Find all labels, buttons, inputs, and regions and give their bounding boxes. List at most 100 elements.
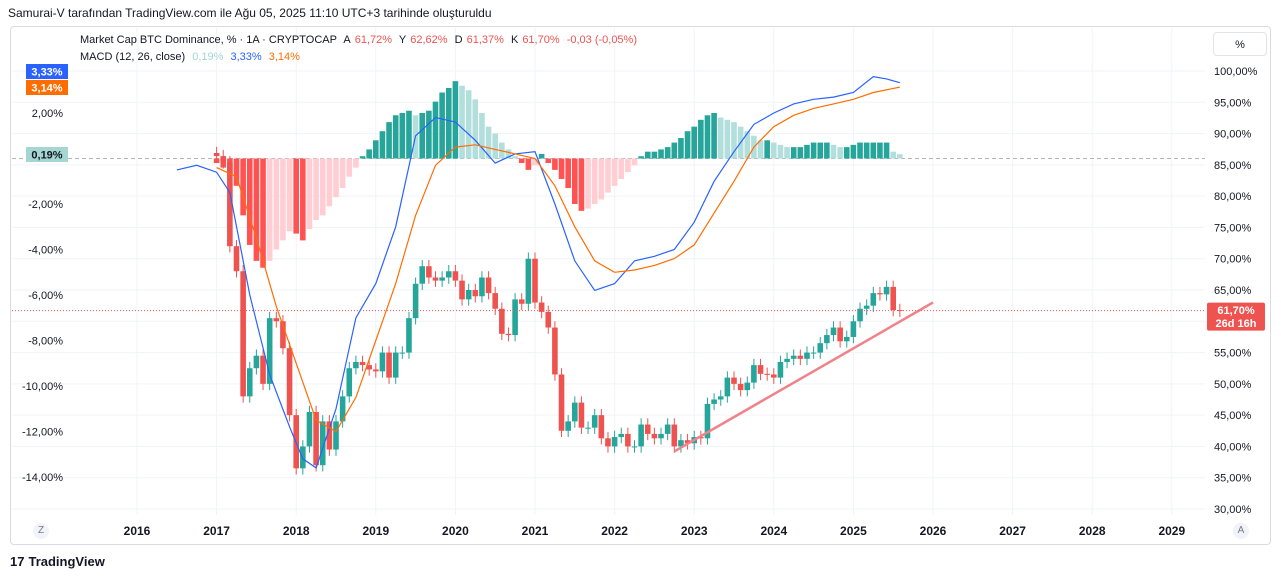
candle-body: [598, 415, 605, 439]
candle-body: [432, 277, 439, 281]
candle-body: [611, 437, 618, 447]
candle-body: [392, 352, 399, 378]
macd-legend: MACD (12, 26, close) 0,19% 3,33% 3,14%: [80, 51, 304, 63]
histogram-bar: [625, 158, 631, 173]
macd-tick-label: -2,00%: [28, 199, 63, 211]
histogram-bar: [565, 158, 571, 189]
candle-body: [465, 290, 472, 300]
x-tick-label: 2019: [362, 524, 389, 538]
histogram-bar: [757, 140, 764, 159]
price-tick-label: 40,00%: [1214, 441, 1252, 453]
price-tick-label: 70,00%: [1214, 254, 1252, 266]
histogram-bar: [280, 158, 286, 241]
percent-scale-button[interactable]: %: [1213, 32, 1267, 56]
x-tick-label: 2025: [840, 524, 867, 538]
histogram-bar: [777, 144, 784, 159]
candle-body: [744, 382, 751, 391]
histogram-bar: [492, 133, 498, 159]
candle-body: [883, 286, 890, 295]
macd-tick-label: 2,00%: [32, 108, 63, 120]
candle-body: [379, 352, 386, 372]
x-tick-label: 2016: [124, 524, 151, 538]
auto-scale-button[interactable]: A: [1233, 523, 1249, 539]
x-tick-label: 2023: [681, 524, 708, 538]
histogram-bar: [890, 151, 896, 159]
last-price-value: 61,70%: [1217, 305, 1255, 317]
histogram-bar: [618, 158, 625, 179]
histogram-bar: [572, 158, 578, 204]
histogram-bar: [784, 147, 790, 159]
histogram-bar: [711, 113, 717, 159]
histogram-bar: [863, 142, 870, 159]
histogram-bar: [353, 158, 359, 168]
timezone-button[interactable]: Z: [33, 523, 49, 539]
price-tick-label: 55,00%: [1214, 348, 1252, 360]
candle-body: [591, 415, 598, 428]
candle-body: [552, 327, 558, 375]
histogram-bar: [558, 158, 565, 179]
x-tick-label: 2026: [920, 524, 947, 538]
support-trendline: [673, 301, 934, 453]
price-tick-label: 65,00%: [1214, 285, 1252, 297]
candle-body: [757, 365, 764, 374]
histogram-bar: [658, 149, 664, 159]
candle-body: [512, 299, 518, 336]
tradingview-mark-icon: 17: [10, 554, 25, 569]
histogram-bar: [897, 154, 903, 159]
candle-body: [890, 286, 896, 311]
macd-legend-name[interactable]: MACD (12, 26, close): [80, 51, 186, 63]
candle-body: [286, 348, 293, 416]
svg-text:3,14%: 3,14%: [31, 83, 62, 95]
legend-low: 61,37%: [466, 34, 504, 46]
histogram-bar: [651, 151, 658, 159]
histogram-bar: [373, 140, 379, 159]
candle-body: [790, 355, 797, 359]
histogram-bar: [386, 122, 392, 159]
histogram-bar: [717, 117, 724, 159]
histogram-bar: [366, 149, 372, 159]
candle-body: [618, 433, 625, 438]
candle-body: [266, 318, 273, 384]
chart-frame: [10, 26, 1271, 545]
legend-symbol[interactable]: Market Cap BTC Dominance, % · 1A · CRYPT…: [80, 34, 337, 46]
histogram-bar: [505, 149, 512, 159]
macd-tick-label: -10,00%: [22, 381, 63, 393]
candle-body: [843, 336, 850, 342]
candle-body: [863, 305, 870, 309]
candle-body: [233, 246, 240, 272]
axes: 2016 2017 2018 2019 2020 2021 2022 2023 2024 2025…: [22, 66, 1258, 538]
candle-body: [227, 162, 233, 247]
macd-histogram: [213, 81, 903, 268]
histogram-bar: [771, 142, 777, 159]
legend-open: 61,72%: [354, 34, 393, 46]
candle-body: [359, 361, 366, 366]
tradingview-logo-text: TradingView: [28, 554, 105, 569]
histogram-bar: [552, 158, 558, 170]
price-tick-label: 35,00%: [1214, 473, 1252, 485]
tradingview-logo[interactable]: 17 TradingView: [10, 554, 105, 569]
histogram-bar: [824, 142, 830, 159]
candle-body: [313, 412, 319, 466]
main-series-legend: Market Cap BTC Dominance, % · 1A · CRYPT…: [80, 34, 637, 46]
candle-body: [684, 440, 691, 444]
histogram-bar: [671, 142, 678, 159]
legend-close: 61,70%: [522, 34, 560, 46]
histogram-bar: [525, 158, 532, 170]
candle-body: [452, 271, 459, 281]
candle-body: [777, 361, 784, 378]
candle-body: [339, 396, 346, 422]
histogram-bar: [731, 122, 737, 159]
histogram-bar: [512, 156, 518, 159]
candle-body: [837, 327, 843, 342]
histogram-bar: [399, 113, 406, 159]
candle-body: [704, 403, 711, 439]
macd-tick-label: -8,00%: [28, 336, 63, 348]
candle-body: [366, 365, 372, 370]
x-tick-label: 2022: [601, 524, 628, 538]
histogram-bar: [883, 142, 890, 159]
candle-body: [625, 433, 631, 447]
histogram-bar: [286, 158, 293, 232]
candle-body: [479, 277, 485, 297]
candle-body: [326, 421, 333, 450]
